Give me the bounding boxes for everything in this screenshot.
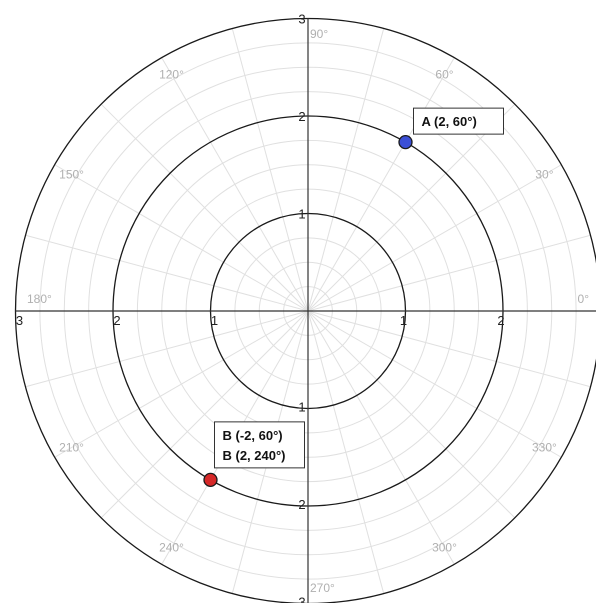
point-b-label-text: B (-2, 60°) [223, 428, 283, 443]
tick-label-x-neg: 3 [16, 313, 23, 328]
angle-label-300: 300° [432, 540, 457, 554]
tick-label-y-neg: 1 [298, 400, 305, 415]
angle-label-90: 90° [310, 27, 328, 41]
point-b-label-text: B (2, 240°) [223, 448, 286, 463]
angle-label-270: 270° [310, 581, 335, 595]
angle-label-150: 150° [59, 168, 84, 182]
label-box [413, 107, 504, 135]
angle-label-120: 120° [159, 68, 184, 82]
point-b: B (-2, 60°) B (2, 240°) [203, 421, 305, 488]
tick-label-y-neg: 3 [298, 595, 305, 603]
point-b-label: B (-2, 60°) B (2, 240°) [214, 421, 305, 469]
tick-label-y-neg: 2 [298, 497, 305, 512]
tick-label-y-pos: 1 [298, 207, 305, 222]
point-a-label-text: A (2, 60°) [422, 114, 477, 129]
angle-label-240: 240° [159, 540, 184, 554]
point-a-label: A (2, 60°) [413, 107, 504, 135]
axes [15, 18, 596, 603]
angle-label-0: 0° [578, 292, 590, 306]
point-a: A (2, 60°) [398, 107, 504, 150]
tick-label-y-pos: 3 [298, 12, 305, 27]
points: A (2, 60°) B (-2, 60°) B (2, 240°) [203, 107, 504, 488]
tick-label-x-pos: 1 [400, 313, 407, 328]
tick-label-x-neg: 2 [113, 313, 120, 328]
radial-tick-labels: 1 2 1 2 3 1 2 3 1 2 3 [16, 12, 505, 603]
tick-label-x-neg: 1 [211, 313, 218, 328]
label-box [214, 421, 305, 469]
point-b-marker [203, 472, 218, 488]
angle-label-30: 30° [535, 168, 553, 182]
angle-label-210: 210° [59, 441, 84, 455]
point-a-marker [398, 134, 413, 150]
angle-label-60: 60° [435, 68, 453, 82]
angle-label-180: 180° [27, 292, 52, 306]
angle-labels: 0° 30° 60° 90° 120° 150° 180° 210° 240° 270° 300° 3… [27, 27, 589, 595]
angle-label-330: 330° [532, 441, 557, 455]
tick-label-y-pos: 2 [298, 109, 305, 124]
tick-label-x-pos: 2 [497, 313, 504, 328]
